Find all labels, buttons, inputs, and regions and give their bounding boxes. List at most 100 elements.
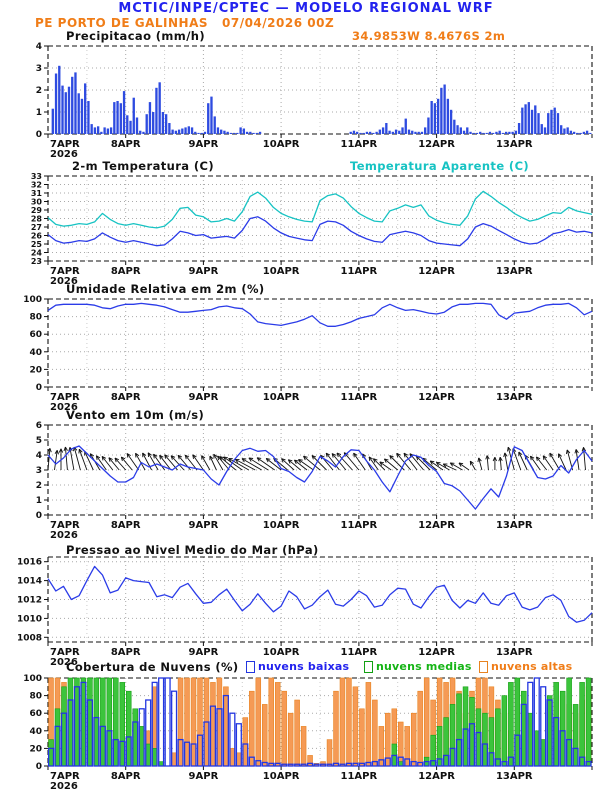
svg-text:12APR: 12APR [418,520,455,531]
svg-text:9APR: 9APR [189,771,219,782]
svg-text:10APR: 10APR [263,647,300,658]
svg-text:5: 5 [36,436,42,446]
svg-text:1016: 1016 [17,558,42,568]
svg-text:8APR: 8APR [111,139,141,150]
svg-text:1: 1 [36,108,42,118]
svg-text:60: 60 [29,709,42,719]
svg-text:2026: 2026 [50,149,78,160]
panel-title-wind: Vento em 10m (m/s) [66,408,205,422]
svg-text:11APR: 11APR [341,647,378,658]
svg-text:13APR: 13APR [496,771,533,782]
panel-title-humidity: Umidade Relativa em 2m (%) [66,282,265,296]
svg-text:1008: 1008 [17,633,42,643]
svg-text:9APR: 9APR [189,392,219,403]
svg-text:25: 25 [31,240,43,249]
svg-text:8APR: 8APR [111,266,141,277]
panel-title-precipitation: Precipitacao (mm/h) [66,29,206,43]
svg-text:1: 1 [36,496,42,506]
panel-title-temperature: 2-m Temperatura (C) [72,159,214,173]
svg-text:7APR: 7APR [50,266,80,277]
svg-text:11APR: 11APR [341,771,378,782]
svg-text:60: 60 [29,330,42,340]
svg-text:7APR: 7APR [50,139,80,150]
svg-text:12APR: 12APR [418,139,455,150]
location-coordinates: 34.9853W 8.4676S 2m [352,29,506,43]
svg-text:8APR: 8APR [111,392,141,403]
svg-text:10APR: 10APR [263,139,300,150]
svg-text:2026: 2026 [50,402,78,413]
svg-text:2: 2 [36,86,42,96]
station-name: PE PORTO DE GALINHAS [35,16,209,30]
svg-text:13APR: 13APR [496,647,533,658]
svg-text:13APR: 13APR [496,520,533,531]
svg-text:2026: 2026 [50,657,78,668]
svg-text:2026: 2026 [50,276,78,287]
svg-text:40: 40 [29,727,42,737]
low-clouds-legend-label: nuvens baixas [258,660,350,673]
svg-text:8APR: 8APR [111,520,141,531]
svg-text:10APR: 10APR [263,771,300,782]
high-clouds-legend-label: nuvens altas [491,660,573,673]
svg-text:40: 40 [29,348,42,358]
high-clouds-legend-swatch [479,661,488,673]
apparent-temperature-legend: Temperatura Aparente (C) [350,159,530,173]
svg-text:27: 27 [31,223,42,232]
svg-text:12APR: 12APR [418,771,455,782]
svg-text:9APR: 9APR [189,520,219,531]
panel-title-clouds: Cobertura de Nuvens (%) [66,660,239,674]
panel-title-pressure: Pressao ao Nivel Medio do Mar (hPa) [66,543,319,557]
svg-text:24: 24 [31,249,43,258]
svg-text:11APR: 11APR [341,266,378,277]
svg-text:9APR: 9APR [189,647,219,658]
svg-text:20: 20 [29,365,42,375]
svg-text:13APR: 13APR [496,266,533,277]
svg-text:2026: 2026 [50,781,78,792]
mid-clouds-legend-label: nuvens medias [376,660,472,673]
svg-text:11APR: 11APR [341,139,378,150]
svg-text:1010: 1010 [17,614,42,624]
svg-text:0: 0 [36,383,42,393]
svg-text:2: 2 [36,481,42,491]
svg-text:13APR: 13APR [496,139,533,150]
svg-text:100: 100 [23,674,42,684]
low-clouds-legend-swatch [246,661,255,673]
svg-text:80: 80 [29,313,42,323]
svg-text:20: 20 [29,744,42,754]
svg-text:7APR: 7APR [50,647,80,658]
svg-text:32: 32 [31,181,42,190]
svg-text:0: 0 [36,511,42,521]
svg-text:12APR: 12APR [418,647,455,658]
svg-text:23: 23 [31,257,42,266]
svg-text:10APR: 10APR [263,266,300,277]
svg-text:11APR: 11APR [341,520,378,531]
svg-text:0: 0 [36,762,42,772]
model-title: MCTIC/INPE/CPTEC — MODELO REGIONAL WRF [118,1,494,16]
svg-text:80: 80 [29,692,42,702]
svg-text:31: 31 [31,189,43,198]
svg-text:4: 4 [36,42,42,52]
svg-text:6: 6 [36,421,42,431]
svg-text:13APR: 13APR [496,392,533,403]
svg-text:3: 3 [36,64,42,74]
svg-text:2026: 2026 [50,530,78,541]
svg-text:7APR: 7APR [50,520,80,531]
mid-clouds-legend-swatch [364,661,373,673]
svg-text:3: 3 [36,466,42,476]
svg-text:7APR: 7APR [50,392,80,403]
svg-text:11APR: 11APR [341,392,378,403]
svg-text:9APR: 9APR [189,139,219,150]
svg-text:8APR: 8APR [111,647,141,658]
svg-text:33: 33 [31,172,42,181]
svg-text:12APR: 12APR [418,266,455,277]
svg-text:9APR: 9APR [189,266,219,277]
svg-text:4: 4 [36,451,42,461]
svg-text:8APR: 8APR [111,771,141,782]
svg-text:0: 0 [36,130,42,140]
svg-text:12APR: 12APR [418,392,455,403]
svg-text:1012: 1012 [17,596,42,606]
svg-text:10APR: 10APR [263,520,300,531]
svg-text:100: 100 [23,295,42,305]
run-datetime: 07/04/2026 00Z [222,16,335,30]
